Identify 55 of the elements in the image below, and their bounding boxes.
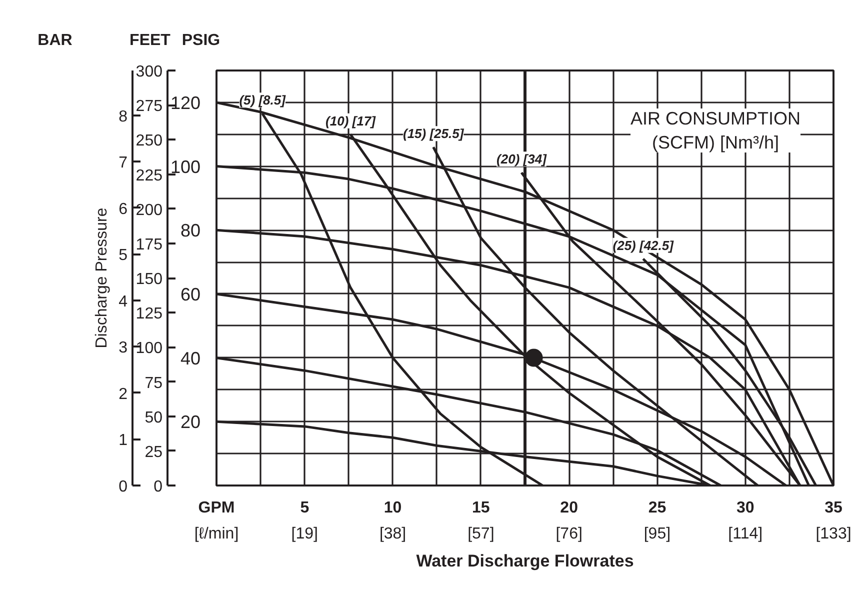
y-tick-label: 120 <box>170 92 201 113</box>
series-label: (25) [42.5] <box>612 238 674 253</box>
x-tick-label: 25 <box>648 500 666 516</box>
series-label: (15) [25.5] <box>402 126 464 142</box>
x-tick-label: 35 <box>824 500 842 516</box>
x-axis-title: GPM <box>198 500 235 516</box>
x-tick-label: 15 <box>472 500 490 516</box>
y2-tick-label: 300 <box>136 64 163 80</box>
y2-tick-label: 75 <box>144 374 163 392</box>
y2-tick-label: 100 <box>136 340 163 358</box>
y3-tick-label: 2 <box>118 386 128 403</box>
y2-tick-label: 25 <box>144 444 163 461</box>
y3-tick-label: 7 <box>118 154 128 172</box>
y-tick-label: 100 <box>170 156 201 177</box>
y-axis-title: PSIG <box>182 31 220 51</box>
x-tick-label: 5 <box>300 500 310 516</box>
x-tick-label: 10 <box>384 500 402 516</box>
y2-tick-label: 125 <box>136 306 163 323</box>
y-tick-label: 20 <box>180 412 201 432</box>
series-label: (5) [8.5] <box>239 92 286 108</box>
y2-tick-label: 250 <box>136 132 163 150</box>
y2-tick-label: 175 <box>136 236 163 254</box>
y3-tick-label: 6 <box>118 200 128 218</box>
x2-tick-label: [76] <box>556 526 582 542</box>
y3-tick-label: 0 <box>118 478 128 496</box>
y2-tick-label: 0 <box>154 478 163 496</box>
y3-tick-label: 8 <box>118 108 128 126</box>
y3-axis-title: BAR <box>38 31 72 51</box>
text: Water Discharge Flowrates <box>416 552 634 570</box>
y-tick-label: 80 <box>180 220 201 241</box>
y2-tick-label: 50 <box>144 409 163 426</box>
y2-tick-label: 200 <box>136 202 163 219</box>
y2-tick-label: 275 <box>136 98 163 116</box>
y2-axis-title: FEET <box>130 31 170 51</box>
x-tick-label: 20 <box>560 500 578 516</box>
series-label: (10) [17] <box>326 113 376 128</box>
x2-tick-label: [133] <box>816 526 852 542</box>
series-label: (20) [34] <box>496 152 548 167</box>
text: Discharge Pressure <box>94 208 111 348</box>
y3-tick-label: 5 <box>118 247 128 264</box>
y-tick-label: 60 <box>180 284 201 304</box>
x2-axis-title: [ℓ/min] <box>194 526 239 542</box>
y-tick-label: 40 <box>180 348 201 368</box>
x-tick-label: 30 <box>736 500 754 516</box>
x2-tick-label: [95] <box>644 526 671 542</box>
annotation: AIR CONSUMPTION (SCFM) [Nm³/h] <box>630 108 801 152</box>
y3-tick-label: 4 <box>118 293 128 310</box>
x2-tick-label: [38] <box>379 526 406 542</box>
y2-tick-label: 150 <box>136 271 163 288</box>
y3-tick-label: 1 <box>118 432 128 450</box>
x2-tick-label: [114] <box>728 526 763 542</box>
y3-tick-label: 3 <box>118 340 128 357</box>
y2-tick-label: 225 <box>136 167 163 184</box>
x2-tick-label: [19] <box>291 526 318 542</box>
x2-tick-label: [57] <box>468 526 494 542</box>
